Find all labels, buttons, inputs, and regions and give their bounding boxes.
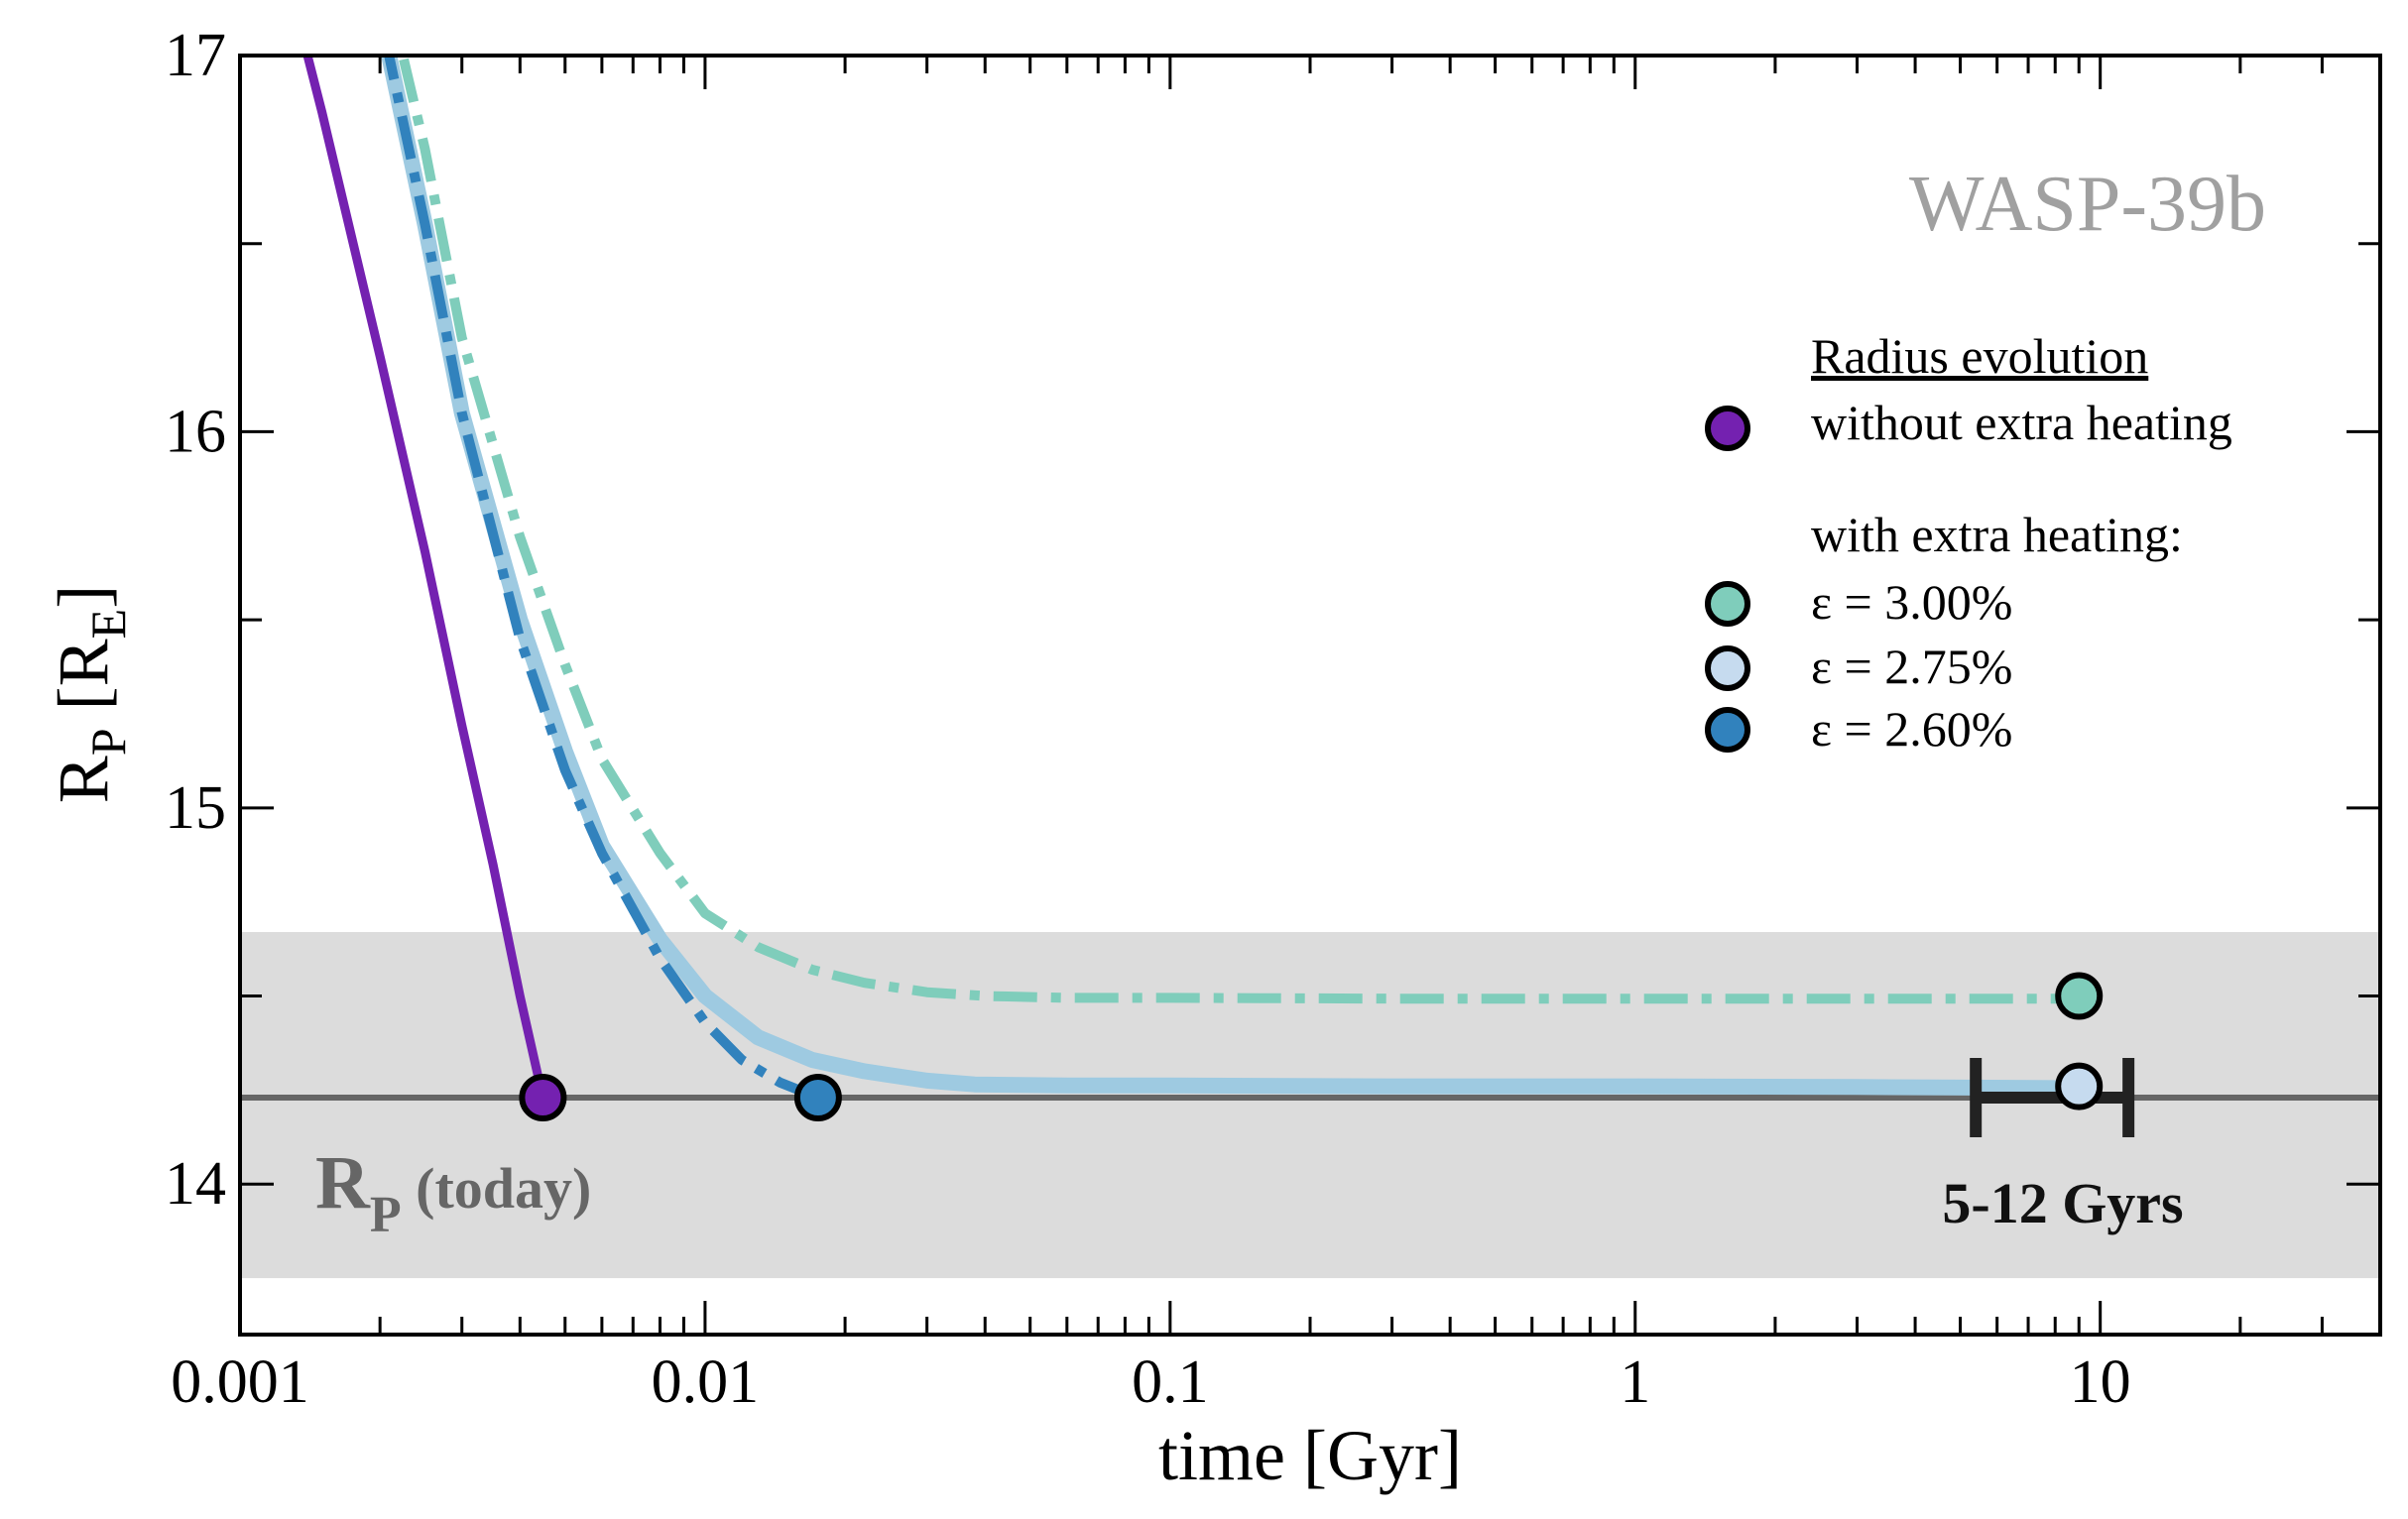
x-tick-label: 10 [2070, 1348, 2131, 1416]
x-tick-label: 0.1 [1132, 1348, 1209, 1416]
x-tick-label: 0.01 [652, 1348, 760, 1416]
y-tick-label: 17 [165, 22, 226, 89]
x-tick-label: 0.001 [171, 1348, 309, 1416]
legend-marker-eps-275 [1705, 645, 1750, 691]
legend-label-eps-300: ε = 3.00% [1811, 574, 2012, 630]
age-range-label: 5-12 Gyrs [1942, 1171, 2183, 1235]
end-marker-0 [519, 1073, 567, 1121]
legend-label-without: without extra heating [1811, 395, 2232, 450]
y-tick-label: 15 [165, 774, 226, 842]
end-marker-2 [2055, 1062, 2104, 1110]
end-marker-1 [2055, 972, 2104, 1020]
y-tick-label: 14 [165, 1150, 226, 1218]
legend-label-eps-275: ε = 2.75% [1811, 639, 2012, 694]
legend-label-eps-260: ε = 2.60% [1811, 701, 2012, 757]
tick-layer [238, 54, 2382, 1335]
today-radius-label: RP (today) [315, 1141, 591, 1243]
series-line-0 [302, 56, 547, 1099]
age-range-bar [1970, 1057, 2135, 1137]
legend-marker-eps-260 [1705, 707, 1750, 753]
today-radius-band [240, 932, 2380, 1279]
legend-with-header: with extra heating: [1811, 507, 2183, 562]
x-tick-label: 1 [1620, 1348, 1650, 1416]
marker-layer [519, 972, 2104, 1121]
tick-label-layer: 0.001 0.01 0.1 1 10 14 15 16 17 [165, 22, 2131, 1416]
planet-name-label: WASP-39b [1909, 161, 2266, 248]
x-axis-title: time [Gyr] [1158, 1416, 1462, 1495]
series-line-3 [384, 56, 820, 1103]
legend: Radius evolution without extra heating w… [1705, 328, 2232, 757]
series-layer [302, 56, 2080, 1103]
end-marker-3 [793, 1073, 842, 1121]
legend-title: Radius evolution [1811, 328, 2148, 384]
y-axis-title: RP [RE] [44, 585, 136, 803]
series-line-1 [398, 56, 2080, 1004]
y-tick-label: 16 [165, 398, 226, 465]
legend-marker-eps-300 [1705, 581, 1750, 627]
legend-marker-without [1705, 406, 1750, 451]
